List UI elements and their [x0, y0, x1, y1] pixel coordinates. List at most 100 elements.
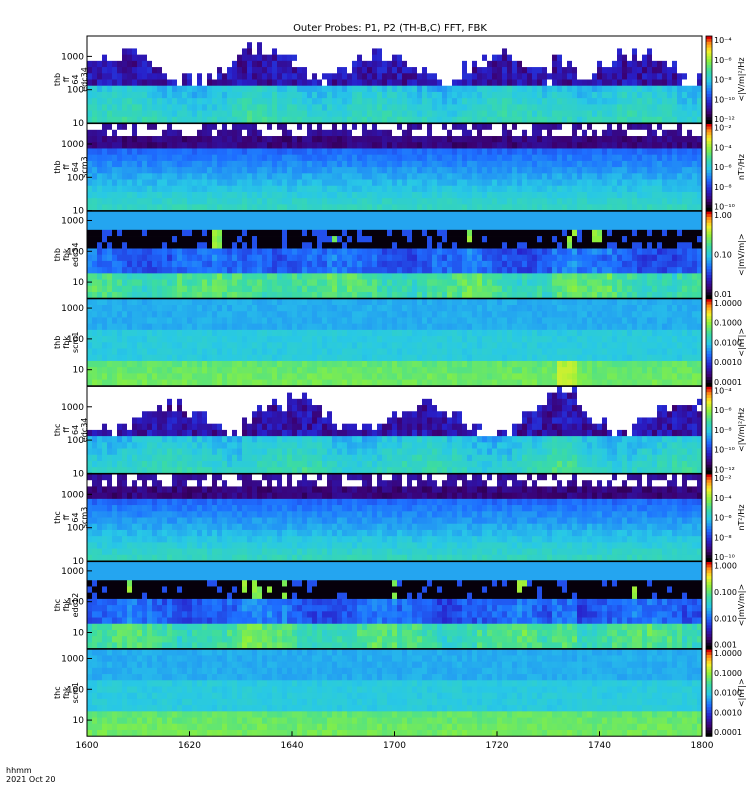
heatmap-cell — [272, 48, 278, 56]
heatmap-cell — [382, 185, 388, 193]
heatmap-cell — [407, 148, 413, 156]
heatmap-cell — [477, 104, 483, 111]
heatmap-cell — [537, 267, 543, 274]
heatmap-cell — [282, 254, 288, 262]
heatmap-cell — [487, 179, 493, 187]
heatmap-cell — [202, 236, 208, 243]
heatmap-cell — [407, 248, 413, 256]
heatmap-cell — [422, 116, 428, 124]
heatmap-cell — [687, 148, 693, 156]
heatmap-cell — [437, 123, 443, 131]
heatmap-cell — [432, 60, 438, 68]
heatmap-cell — [147, 60, 153, 68]
heatmap-cell — [357, 79, 363, 87]
heatmap-cell — [87, 110, 93, 118]
heatmap-cell — [362, 217, 368, 225]
heatmap-cell — [537, 110, 543, 118]
heatmap-cell — [202, 73, 208, 80]
heatmap-cell — [687, 204, 693, 211]
heatmap-cell — [347, 136, 353, 143]
heatmap-cell — [292, 36, 298, 43]
heatmap-cell — [582, 248, 588, 256]
heatmap-cell — [317, 54, 323, 62]
heatmap-cell — [187, 160, 193, 168]
heatmap-cell — [307, 248, 313, 256]
heatmap-cell — [407, 273, 413, 280]
heatmap-cell — [87, 48, 93, 56]
heatmap-cell — [107, 267, 113, 274]
heatmap-cell — [152, 185, 158, 193]
heatmap-cell — [607, 167, 613, 174]
heatmap-cell — [452, 154, 458, 162]
heatmap-cell — [537, 60, 543, 68]
heatmap-cell — [532, 123, 538, 131]
heatmap-cell — [117, 273, 123, 280]
heatmap-cell — [447, 236, 453, 243]
heatmap-cell — [567, 191, 573, 199]
heatmap-cell — [272, 291, 278, 299]
heatmap-cell — [272, 179, 278, 187]
heatmap-cell — [447, 91, 453, 99]
heatmap-cell — [497, 279, 503, 287]
heatmap-cell — [162, 211, 168, 218]
heatmap-cell — [137, 110, 143, 118]
heatmap-cell — [362, 273, 368, 280]
heatmap-cell — [482, 223, 488, 231]
heatmap-cell — [452, 179, 458, 187]
heatmap-cell — [452, 136, 458, 143]
heatmap-cell — [412, 167, 418, 174]
heatmap-cell — [187, 136, 193, 143]
heatmap-cell — [117, 54, 123, 62]
heatmap-cell — [357, 129, 363, 137]
heatmap-cell — [542, 98, 548, 105]
heatmap-cell — [507, 254, 513, 262]
heatmap-cell — [522, 160, 528, 168]
heatmap-cell — [607, 73, 613, 80]
heatmap-cell — [132, 160, 138, 168]
heatmap-cell — [582, 67, 588, 74]
colorbar-step — [706, 38, 712, 43]
heatmap-cell — [477, 204, 483, 211]
heatmap-cell — [472, 211, 478, 218]
heatmap-cell — [282, 273, 288, 280]
heatmap-cell — [107, 248, 113, 256]
heatmap-cell — [592, 223, 598, 231]
heatmap-cell — [472, 85, 478, 93]
heatmap-cell — [357, 236, 363, 243]
heatmap-cell — [527, 173, 533, 180]
heatmap-cell — [457, 273, 463, 280]
heatmap-cell — [397, 54, 403, 62]
heatmap-cell — [97, 98, 103, 105]
heatmap-cell — [462, 185, 468, 193]
heatmap-cell — [487, 248, 493, 256]
heatmap-cell — [322, 217, 328, 225]
heatmap-cell — [452, 191, 458, 199]
heatmap-cell — [692, 85, 698, 93]
heatmap-cell — [297, 242, 303, 249]
heatmap-cell — [337, 136, 343, 143]
heatmap-cell — [217, 236, 223, 243]
heatmap-cell — [532, 79, 538, 87]
heatmap-cell — [692, 173, 698, 180]
heatmap-cell — [282, 267, 288, 274]
heatmap-cell — [212, 60, 218, 68]
heatmap-cell — [117, 154, 123, 162]
heatmap-cell — [467, 260, 473, 268]
heatmap-cell — [247, 110, 253, 118]
heatmap-cell — [462, 142, 468, 149]
heatmap-cell — [507, 260, 513, 268]
heatmap-cell — [492, 273, 498, 280]
heatmap-cell — [597, 236, 603, 243]
heatmap-cell — [607, 48, 613, 56]
heatmap-cell — [422, 60, 428, 68]
heatmap-cell — [192, 42, 198, 49]
heatmap-cell — [497, 54, 503, 62]
heatmap-cell — [677, 104, 683, 111]
heatmap-cell — [357, 136, 363, 143]
heatmap-cell — [502, 79, 508, 87]
heatmap-cell — [412, 198, 418, 205]
heatmap-cell — [227, 54, 233, 62]
heatmap-cell — [682, 67, 688, 74]
heatmap-cell — [272, 129, 278, 137]
heatmap-cell — [307, 98, 313, 105]
